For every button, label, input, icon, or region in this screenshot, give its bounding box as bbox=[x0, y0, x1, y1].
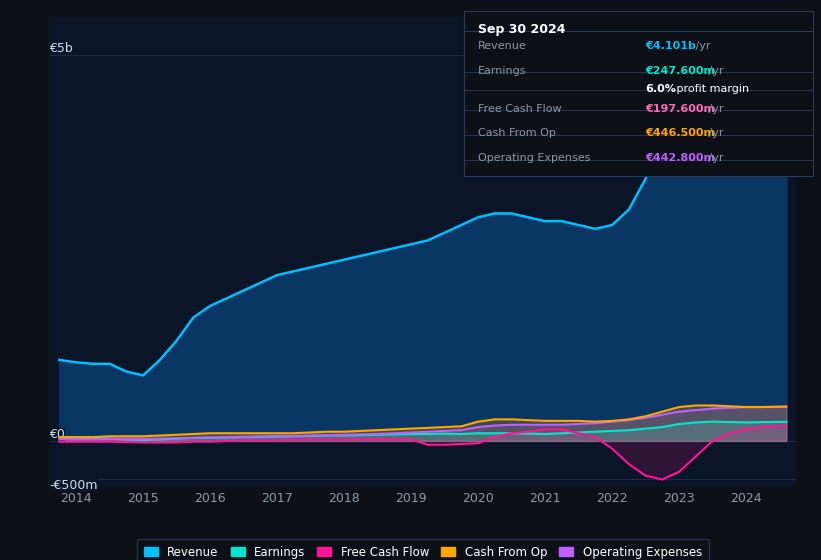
Text: €197.600m: €197.600m bbox=[645, 104, 715, 114]
Text: Free Cash Flow: Free Cash Flow bbox=[478, 104, 562, 114]
Text: /yr: /yr bbox=[705, 153, 723, 164]
Text: €446.500m: €446.500m bbox=[645, 128, 715, 138]
Text: €0: €0 bbox=[49, 428, 65, 441]
Text: Operating Expenses: Operating Expenses bbox=[478, 153, 590, 164]
Text: Cash From Op: Cash From Op bbox=[478, 128, 556, 138]
Text: -€500m: -€500m bbox=[49, 479, 98, 492]
Text: €4.101b: €4.101b bbox=[645, 41, 696, 51]
Text: /yr: /yr bbox=[705, 104, 723, 114]
Text: /yr: /yr bbox=[705, 66, 723, 76]
Text: Earnings: Earnings bbox=[478, 66, 526, 76]
Text: /yr: /yr bbox=[705, 128, 723, 138]
Text: Revenue: Revenue bbox=[478, 41, 526, 51]
Text: /yr: /yr bbox=[692, 41, 710, 51]
Text: 6.0%: 6.0% bbox=[645, 84, 677, 94]
Text: profit margin: profit margin bbox=[673, 84, 750, 94]
Text: €442.800m: €442.800m bbox=[645, 153, 715, 164]
Text: €247.600m: €247.600m bbox=[645, 66, 715, 76]
Text: €5b: €5b bbox=[49, 43, 73, 55]
Legend: Revenue, Earnings, Free Cash Flow, Cash From Op, Operating Expenses: Revenue, Earnings, Free Cash Flow, Cash … bbox=[136, 539, 709, 560]
Text: Sep 30 2024: Sep 30 2024 bbox=[478, 23, 566, 36]
